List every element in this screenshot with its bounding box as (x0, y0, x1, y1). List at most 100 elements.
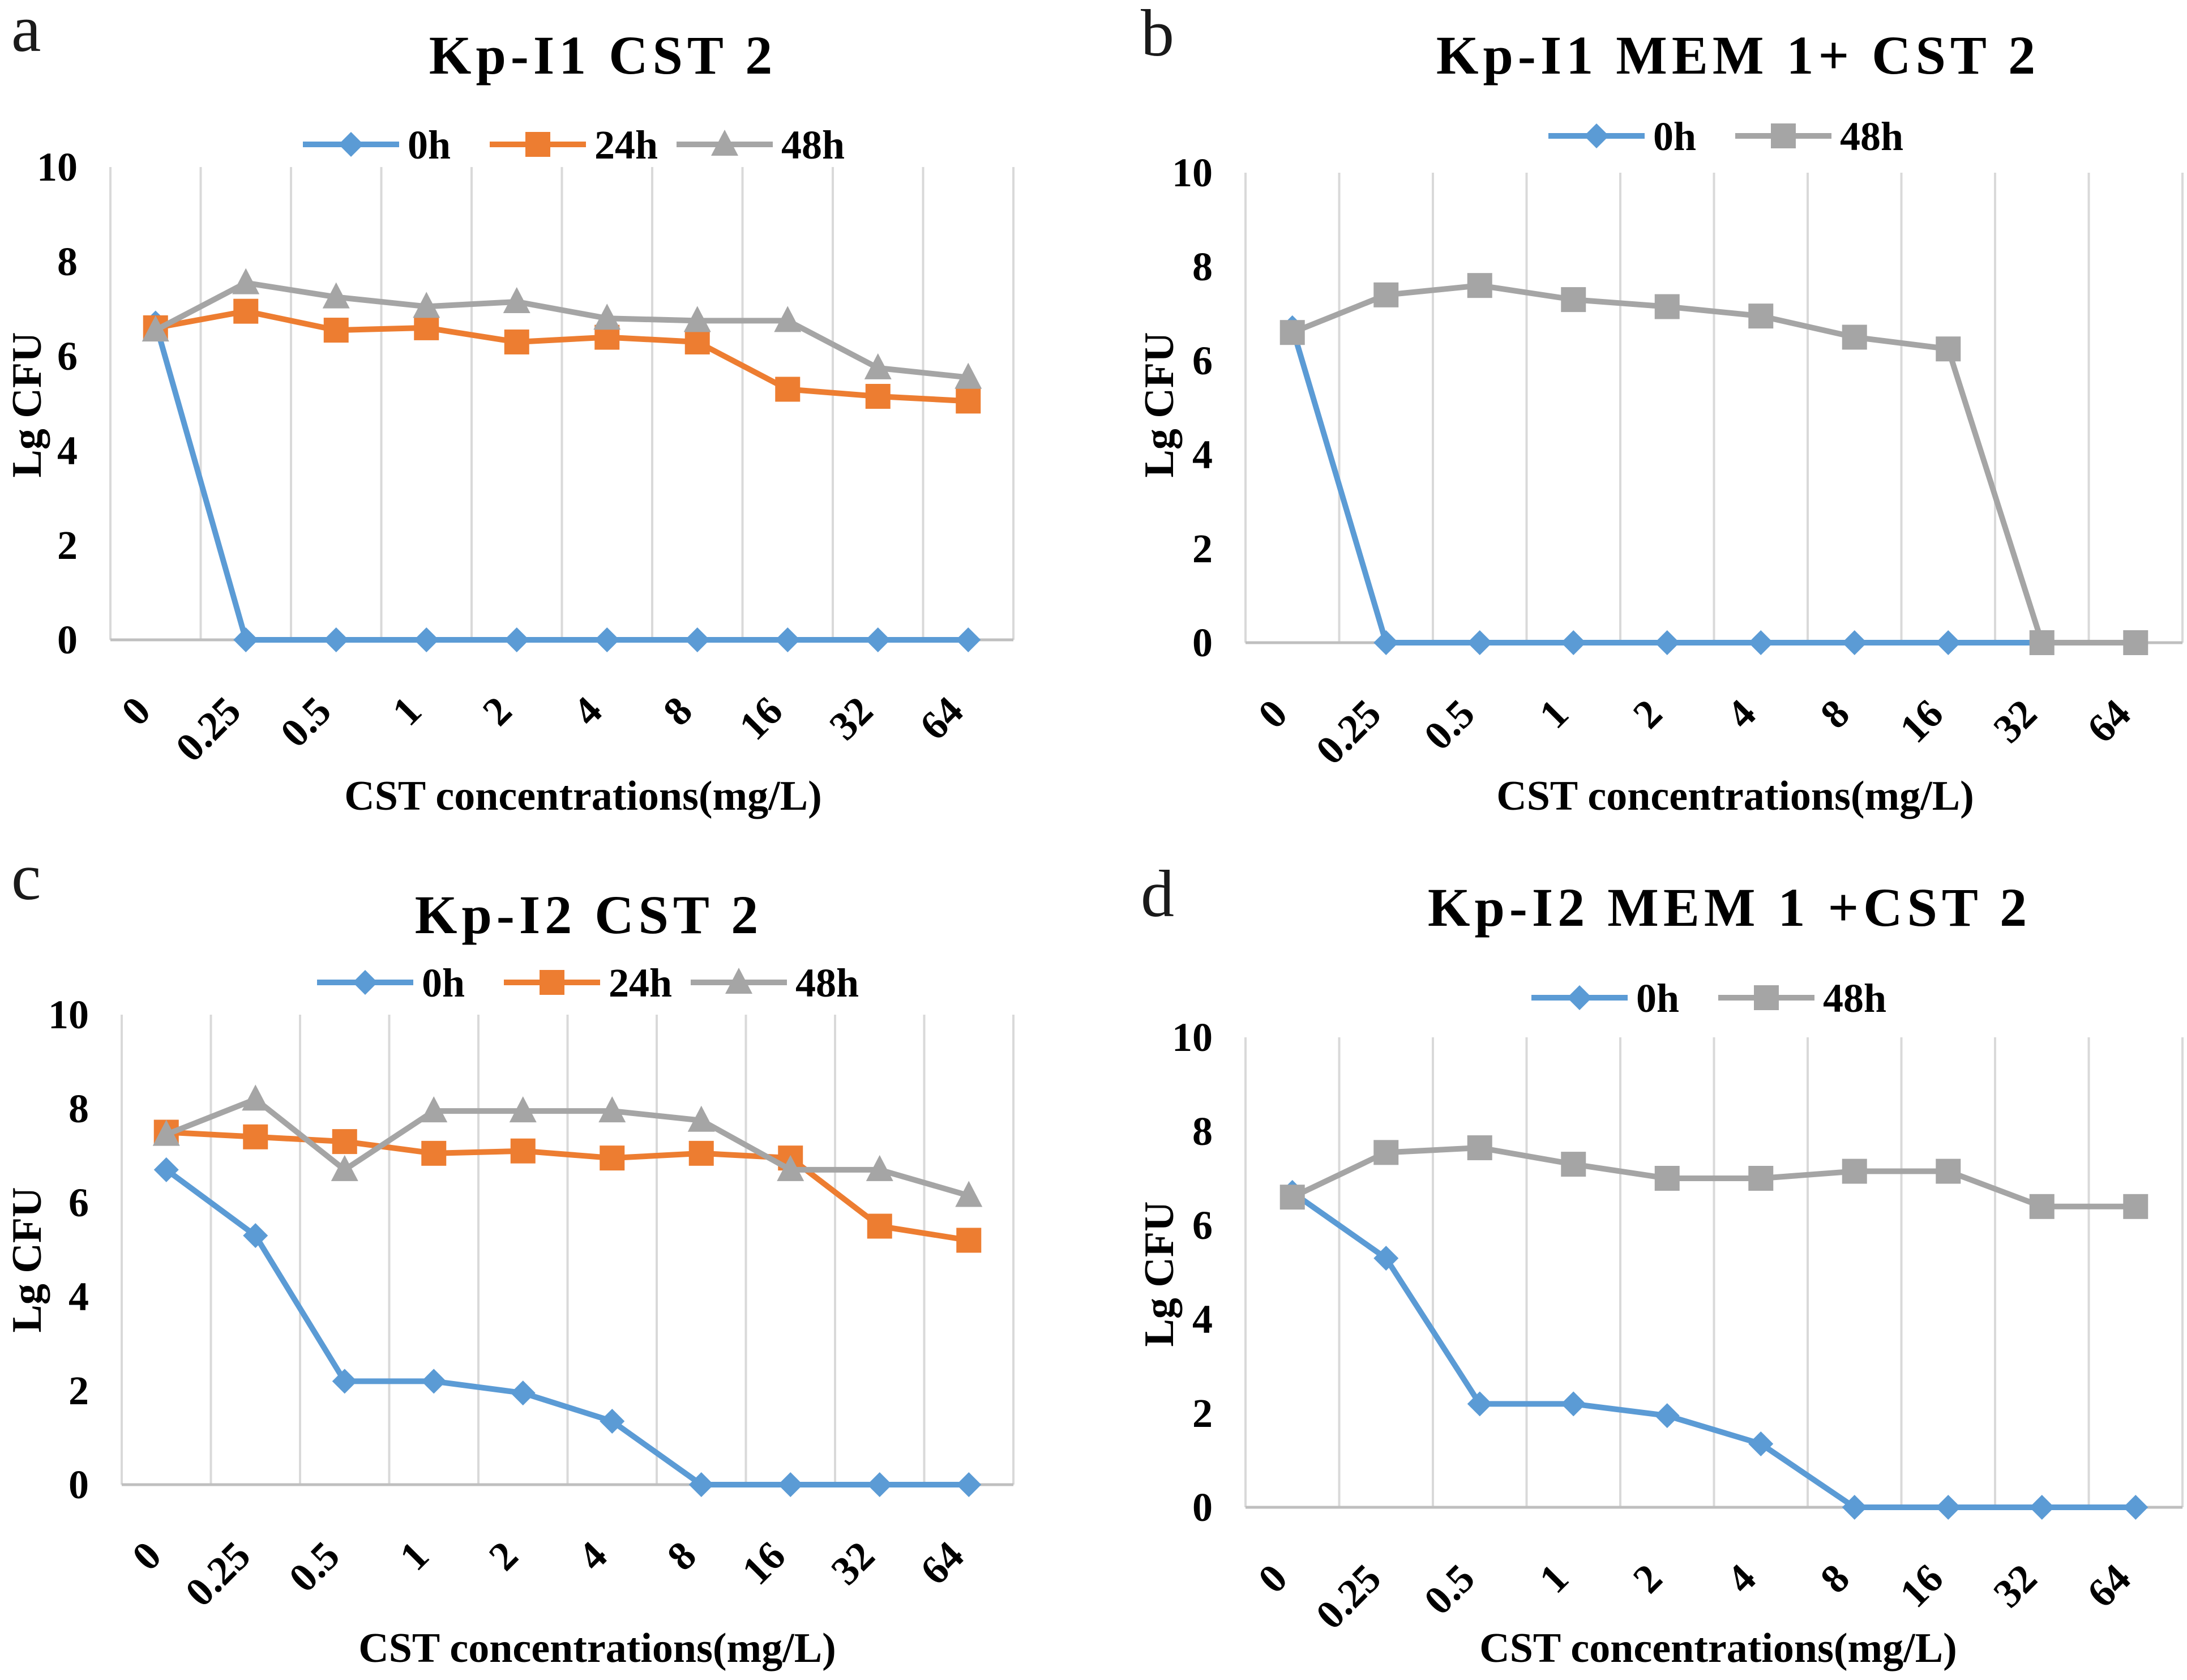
series-line-0h (152, 322, 969, 643)
chart-title: Kp-I1 MEM 1+ CST 2 (1436, 25, 2040, 86)
series-line-48h (1291, 283, 2136, 646)
data-point-0h (1654, 630, 1680, 655)
data-point-0h (332, 1369, 357, 1394)
data-point-48h (1936, 336, 1961, 362)
panel-letter: d (1141, 857, 1174, 931)
y-axis-label: Lg CFU (4, 332, 50, 478)
data-point-0h (600, 1408, 625, 1434)
y-tick-label: 0 (1192, 620, 1213, 665)
data-point-48h (1467, 1135, 1492, 1161)
data-point-0h (1842, 630, 1867, 655)
y-axis-label: Lg CFU (1136, 1202, 1183, 1347)
data-point-24h (233, 298, 259, 324)
data-point-24h (332, 1129, 357, 1155)
y-tick-label: 4 (69, 1274, 89, 1319)
y-tick-label: 8 (57, 239, 78, 284)
y-tick-label: 2 (1192, 1391, 1213, 1436)
data-point-24h (865, 383, 891, 409)
y-tick-label: 0 (1192, 1485, 1213, 1530)
data-point-0h (1467, 1391, 1492, 1417)
data-point-24h (684, 329, 710, 354)
legend-marker-48h (1771, 123, 1796, 148)
legend-label: 0h (1653, 114, 1696, 159)
data-point-48h (152, 1119, 180, 1146)
series-line-0h (1290, 1190, 2136, 1510)
series-line-48h (1291, 1145, 2136, 1209)
data-point-48h (1373, 282, 1399, 307)
data-point-48h (1654, 294, 1680, 319)
data-point-48h (503, 287, 530, 313)
data-point-0h (243, 1223, 268, 1249)
data-point-0h (1561, 630, 1586, 655)
data-point-0h (594, 627, 620, 652)
y-tick-label: 4 (1192, 1297, 1213, 1342)
data-point-48h (2029, 630, 2055, 655)
y-tick-label: 8 (1192, 1109, 1213, 1154)
data-point-48h (1279, 320, 1305, 345)
y-tick-label: 4 (1192, 432, 1213, 477)
y-tick-label: 2 (69, 1368, 89, 1413)
y-tick-label: 6 (57, 334, 78, 379)
y-tick-label: 10 (37, 144, 78, 190)
data-point-48h (1467, 273, 1492, 298)
data-point-48h (331, 1155, 358, 1181)
chart-title: Kp-I2 MEM 1 +CST 2 (1428, 877, 2031, 938)
data-point-48h (598, 1096, 626, 1123)
y-axis-ticks: 0 2 4 6 8 10 (37, 144, 78, 662)
panel-letter: c (11, 840, 41, 914)
legend-label: 48h (781, 122, 845, 168)
y-tick-label: 2 (57, 523, 78, 568)
chart-title: Kp-I1 CST 2 (429, 25, 777, 86)
data-point-48h (2123, 630, 2149, 655)
data-point-48h (683, 306, 711, 332)
y-tick-label: 8 (1192, 244, 1213, 289)
data-point-48h (1561, 287, 1586, 313)
data-point-24h (956, 388, 981, 414)
panel-letter: b (1141, 0, 1174, 70)
legend: 0h 24h 48h (317, 960, 859, 1006)
data-point-0h (865, 627, 891, 652)
data-point-48h (1748, 303, 1774, 329)
data-point-24h (504, 329, 529, 354)
x-axis-label: CST concentrations(mg/L) (1479, 1625, 1957, 1672)
data-point-48h (242, 1084, 269, 1111)
data-point-0h (1936, 1495, 1961, 1520)
data-point-0h (153, 1157, 179, 1182)
y-tick-label: 6 (1192, 1203, 1213, 1248)
data-point-0h (1748, 630, 1774, 655)
data-point-0h (956, 627, 981, 652)
y-tick-label: 4 (57, 428, 78, 473)
data-point-48h (1936, 1159, 1961, 1184)
data-point-48h (232, 268, 260, 294)
legend-label: 24h (594, 122, 658, 168)
x-axis-label: CST concentrations(mg/L) (1496, 773, 1974, 819)
data-point-48h (593, 303, 621, 330)
data-point-0h (1748, 1431, 1774, 1456)
data-point-0h (775, 627, 801, 652)
data-point-24h (510, 1138, 536, 1164)
data-point-0h (421, 1369, 447, 1394)
legend-marker-0h (1567, 985, 1592, 1010)
data-point-0h (867, 1472, 892, 1497)
legend-marker-0h (353, 970, 378, 995)
legend-label: 48h (1823, 976, 1886, 1021)
data-point-24h (323, 318, 349, 343)
series-layer (142, 268, 982, 652)
data-point-48h (774, 306, 802, 332)
legend-label: 48h (1840, 114, 1903, 159)
legend-marker-0h (339, 132, 363, 157)
series-line-48h (165, 1096, 970, 1199)
series-line-0h (164, 1167, 969, 1487)
legend-label: 0h (1636, 976, 1679, 1021)
data-point-48h (509, 1096, 537, 1123)
data-point-0h (1936, 630, 1961, 655)
data-point-0h (2029, 1495, 2055, 1520)
y-tick-label: 10 (48, 992, 89, 1037)
y-tick-label: 8 (69, 1086, 89, 1131)
data-point-48h (1279, 1185, 1305, 1210)
series-layer (1279, 1135, 2149, 1520)
data-point-0h (510, 1380, 536, 1406)
data-point-48h (420, 1096, 448, 1123)
legend-marker-48h (1754, 985, 1779, 1010)
